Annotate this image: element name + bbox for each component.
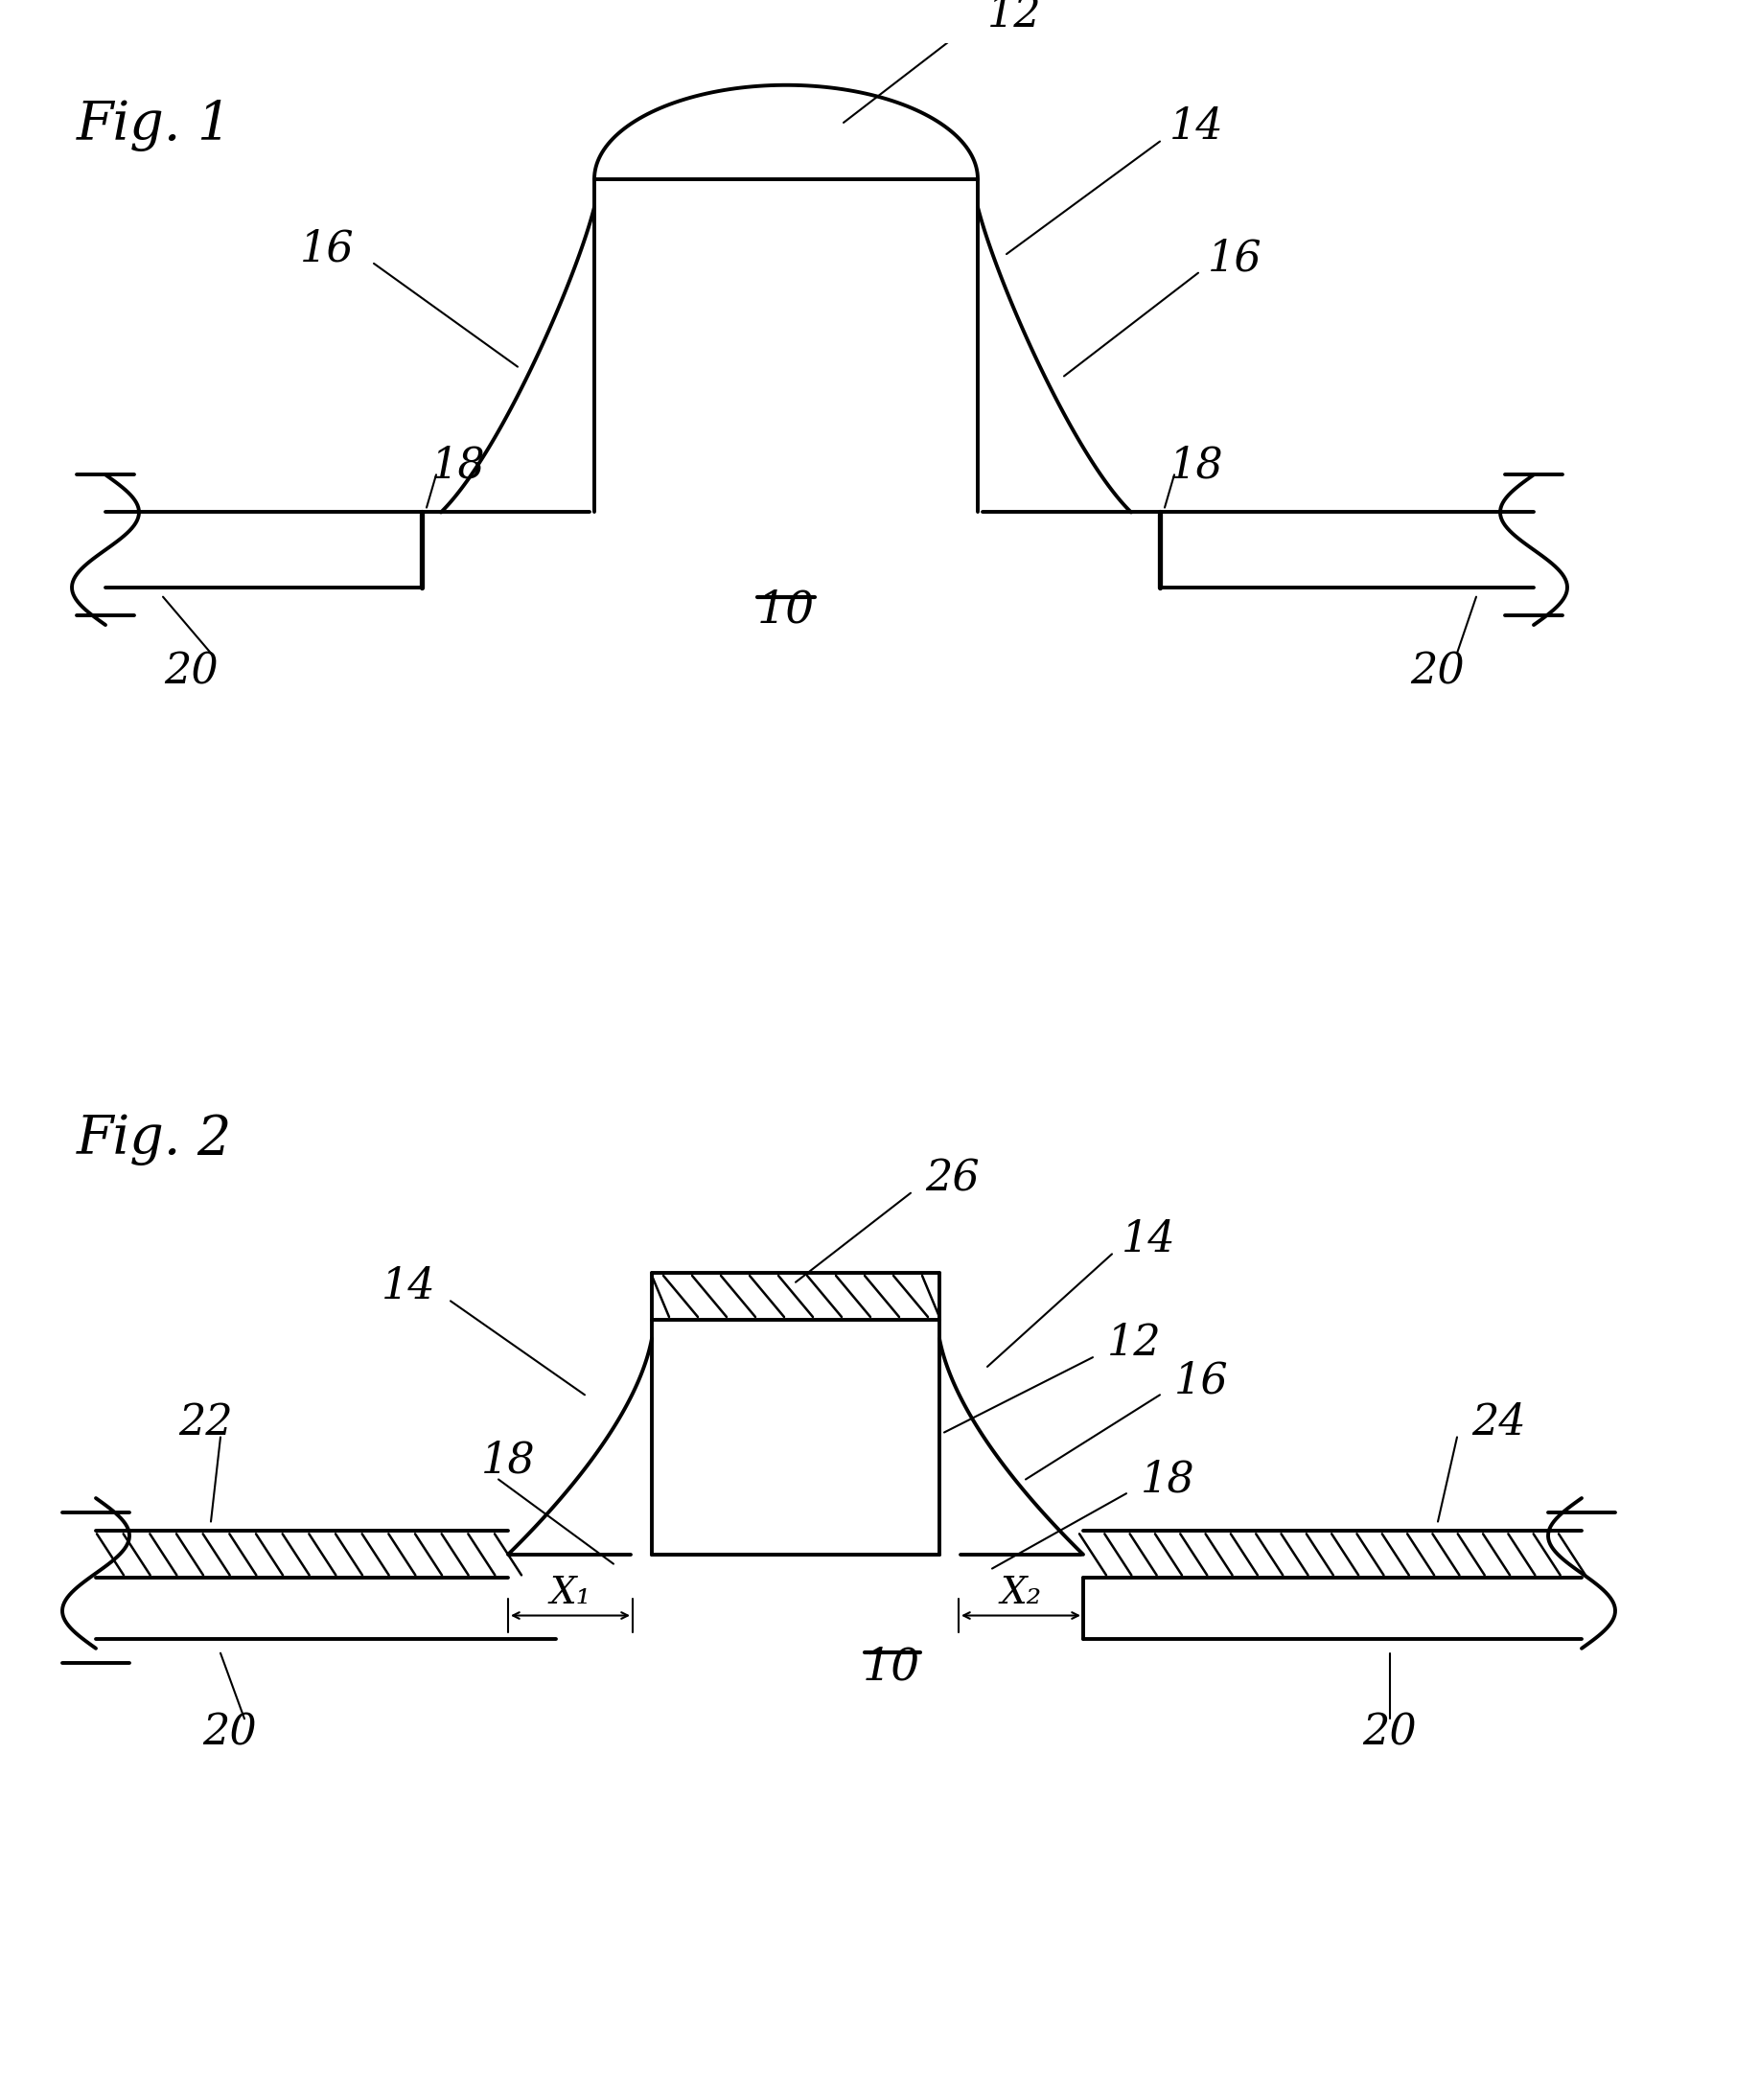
Text: 16: 16 — [1175, 1361, 1230, 1401]
Text: 16: 16 — [1208, 237, 1263, 279]
Text: 18: 18 — [1142, 1460, 1194, 1499]
Text: 20: 20 — [1411, 651, 1465, 693]
Text: 16: 16 — [301, 229, 355, 271]
Text: 14: 14 — [1122, 1220, 1177, 1260]
Text: 20: 20 — [165, 651, 218, 693]
Text: 18: 18 — [1170, 445, 1224, 485]
Text: Fig. 1: Fig. 1 — [77, 99, 232, 151]
Text: 10: 10 — [756, 590, 814, 632]
Text: X₂: X₂ — [1001, 1575, 1041, 1611]
Text: 10: 10 — [862, 1646, 920, 1688]
Text: Fig. 2: Fig. 2 — [77, 1113, 232, 1166]
Text: 18: 18 — [431, 445, 485, 485]
Text: 22: 22 — [179, 1403, 234, 1443]
Text: 14: 14 — [1170, 107, 1224, 147]
Text: 26: 26 — [925, 1159, 980, 1199]
Text: X₁: X₁ — [549, 1575, 591, 1611]
Text: 14: 14 — [382, 1266, 436, 1308]
Text: 20: 20 — [1363, 1712, 1418, 1754]
Text: 24: 24 — [1472, 1403, 1525, 1443]
Text: 12: 12 — [1106, 1323, 1161, 1363]
Text: 12: 12 — [987, 0, 1041, 36]
Text: 18: 18 — [480, 1441, 535, 1480]
Text: 20: 20 — [202, 1712, 257, 1754]
